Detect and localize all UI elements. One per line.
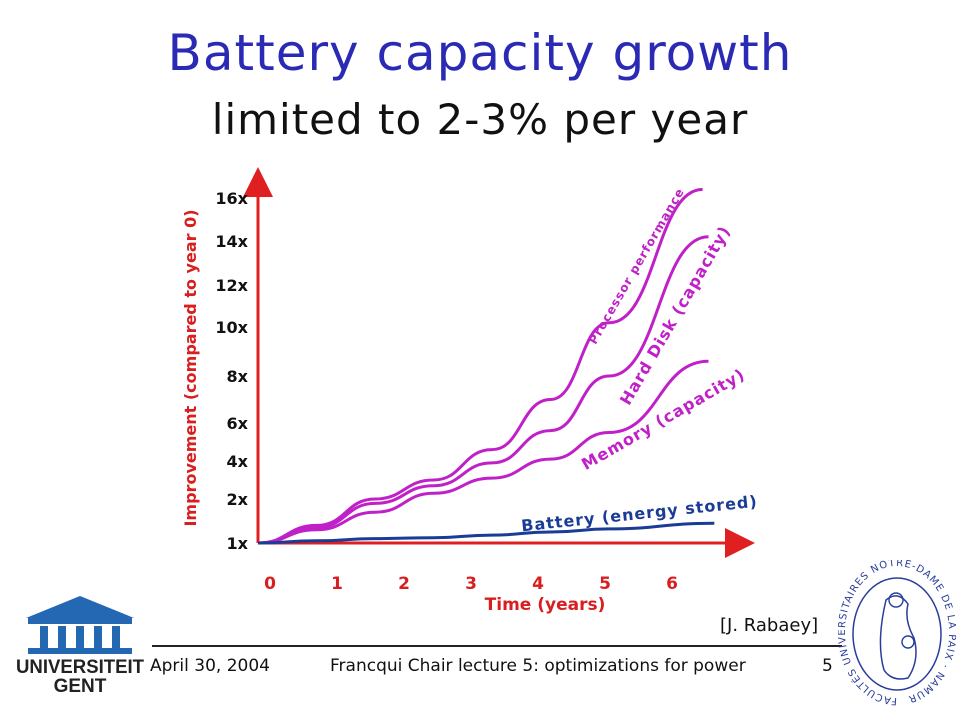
x-tick-label: 4 xyxy=(532,574,544,594)
x-tick-label: 6 xyxy=(666,574,678,594)
x-tick-label: 2 xyxy=(398,574,410,594)
slide-subtitle: limited to 2-3% per year xyxy=(211,95,749,144)
citation: [J. Rabaey] xyxy=(720,615,819,636)
footer-date: April 30, 2004 xyxy=(150,656,270,676)
series-line xyxy=(257,521,715,545)
y-tick-label: 16x xyxy=(215,189,248,208)
series-label: Memory (capacity) xyxy=(578,365,748,474)
series-lines xyxy=(257,187,715,545)
x-tick-label: 3 xyxy=(465,574,477,594)
y-tick-label: 6x xyxy=(227,414,249,433)
logo-text-gent: GENT xyxy=(54,676,107,697)
y-tick-labels: 1x 2x 4x 6x 8x 10x 12x 14x 16x xyxy=(215,189,248,553)
y-tick-label: 14x xyxy=(215,232,248,251)
y-tick-label: 12x xyxy=(215,276,248,295)
x-tick-label: 5 xyxy=(599,574,611,594)
seal-text: FACULTÉS UNIVERSITAIRES NOTRE-DAME DE LA… xyxy=(838,560,956,706)
slide-title: Battery capacity growth xyxy=(167,24,793,82)
fundp-namur-seal: FACULTÉS UNIVERSITAIRES NOTRE-DAME DE LA… xyxy=(838,560,956,706)
footer-lecture: Francqui Chair lecture 5: optimizations … xyxy=(330,656,746,676)
y-tick-label: 1x xyxy=(227,534,249,553)
x-tick-label: 0 xyxy=(264,574,276,594)
y-tick-label: 10x xyxy=(215,318,248,337)
x-tick-labels: 0 1 2 3 4 5 6 xyxy=(264,574,678,594)
footer-rule xyxy=(152,645,842,647)
footer-page-number: 5 xyxy=(822,656,833,676)
y-tick-label: 8x xyxy=(227,367,249,386)
y-axis-label: Improvement (compared to year 0) xyxy=(181,209,200,526)
universiteit-gent-logo: UNIVERSITEIT GENT xyxy=(16,596,144,697)
series-line xyxy=(257,235,709,545)
y-tick-label: 2x xyxy=(227,490,249,509)
series-line xyxy=(257,359,709,545)
logo-text-universiteit: UNIVERSITEIT xyxy=(16,657,144,678)
series-line xyxy=(257,187,703,545)
y-tick-label: 4x xyxy=(227,452,249,471)
x-tick-label: 1 xyxy=(331,574,343,594)
seal-figure-icon xyxy=(879,595,917,680)
x-axis-label: Time (years) xyxy=(485,595,606,615)
